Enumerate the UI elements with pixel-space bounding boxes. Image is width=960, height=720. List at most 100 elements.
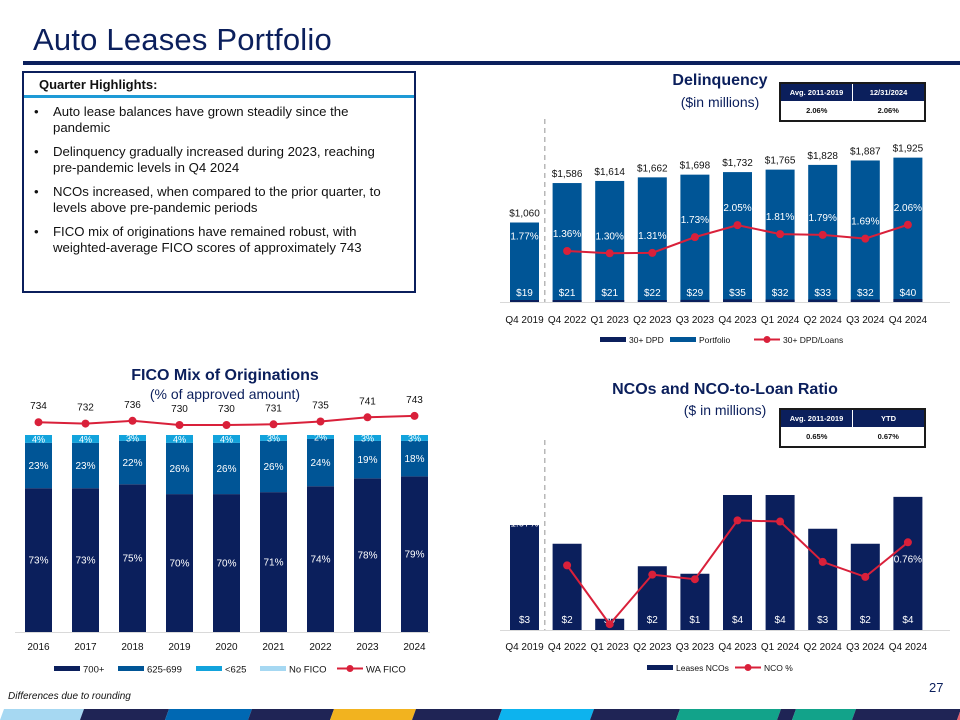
fico-bar-700 <box>166 494 193 632</box>
nco-pct-point <box>648 570 657 579</box>
footer-segment <box>80 709 169 720</box>
legend-swatch <box>647 665 673 670</box>
wa-fico-point <box>175 421 184 429</box>
fico-bar-625699 <box>213 442 240 495</box>
ratio-point <box>648 248 657 257</box>
nco-bar <box>850 543 880 630</box>
fico-bar-625 <box>166 435 193 443</box>
table-cell: 2.06% <box>806 106 828 115</box>
bullet-icon: • <box>34 144 39 159</box>
nco-bar <box>808 528 838 630</box>
delinquency-summary-table: Avg. 2011-2019 12/31/2024 2.06% 2.06% <box>779 82 926 122</box>
highlight-item: • Delinquency gradually increased during … <box>34 144 375 175</box>
footer-segment <box>590 709 680 720</box>
legend-label: WA FICO <box>366 665 406 676</box>
wa-fico-point <box>363 413 372 422</box>
x-tick-label: 2023 <box>356 642 379 653</box>
dpd-bar <box>808 299 838 302</box>
x-tick-label: 2021 <box>262 642 285 653</box>
portfolio-bar <box>723 172 752 302</box>
dpd-bar <box>637 300 667 302</box>
dpd-data-label: $40 <box>900 288 917 299</box>
portfolio-data-label: $1,614 <box>594 167 625 178</box>
fico-bar-700 <box>119 484 146 632</box>
fico-bar-625 <box>307 435 334 439</box>
footer-segment <box>777 709 796 720</box>
title-divider <box>23 61 960 65</box>
page-title: Auto Leases Portfolio <box>33 22 332 57</box>
ratio-data-label: 1.73% <box>681 215 709 226</box>
dpd-data-label: $21 <box>559 288 576 299</box>
highlight-item: • NCOs increased, when compared to the pr… <box>34 184 381 215</box>
footer-segment <box>248 709 334 720</box>
ratio-point <box>733 221 742 230</box>
fico-bar-625699 <box>401 440 428 477</box>
ratio-data-label: 1.36% <box>553 229 581 240</box>
fico-chart: 73% 23% 4% 2016 73% 23% 4% 2017 75% 22% 3% 2018 70% 2… <box>15 395 430 676</box>
fico-bar-625699 <box>166 442 193 495</box>
bullet-icon: • <box>34 184 39 199</box>
wa-fico-data-label: 735 <box>312 401 329 412</box>
nco-data-label: $1 <box>689 615 701 626</box>
fico-data-label: 2% <box>314 432 327 442</box>
ratio-data-label: 1.81% <box>766 212 794 223</box>
highlight-item: • FICO mix of originations have remained … <box>34 224 362 255</box>
x-tick-label: Q1 2024 <box>761 642 800 653</box>
portfolio-bar <box>850 160 880 302</box>
ratio-point <box>903 220 912 229</box>
legend-swatch <box>260 666 286 671</box>
table-header: 12/31/2024 <box>852 84 924 101</box>
wa-fico-point <box>316 417 325 426</box>
dpd-bar <box>510 300 539 302</box>
wa-fico-data-label: 741 <box>359 396 376 407</box>
fico-bar-625 <box>401 435 428 441</box>
bullet-icon: • <box>34 104 39 119</box>
wa-fico-point <box>410 411 419 420</box>
legend-label: No FICO <box>289 665 326 676</box>
nco-data-label: $3 <box>817 615 829 626</box>
x-tick-label: 2017 <box>74 642 97 653</box>
nco-chart-subtitle: ($ in millions) <box>683 402 767 418</box>
highlights-header: Quarter Highlights: <box>24 73 414 98</box>
fico-chart-title: FICO Mix of Originations <box>131 367 319 384</box>
x-tick-label: Q4 2023 <box>718 315 757 326</box>
table-header: Avg. 2011-2019 <box>789 88 844 97</box>
fico-data-label: 70% <box>216 559 236 570</box>
legend-label: 30+ DPD/Loans <box>783 335 843 345</box>
x-tick-label: Q1 2023 <box>591 642 630 653</box>
fico-bar-700 <box>401 476 428 632</box>
delinquency-chart-subtitle: ($in millions) <box>680 94 760 110</box>
nco-chart-title: NCOs and NCO-to-Loan Ratio <box>612 381 838 398</box>
x-tick-label: 2020 <box>215 642 238 653</box>
wa-fico-data-label: 731 <box>265 403 282 414</box>
fico-data-label: 23% <box>75 461 95 472</box>
dpd-data-label: $29 <box>687 288 704 299</box>
nco-data-label: $4 <box>902 615 914 626</box>
x-tick-label: Q4 2019 <box>505 315 544 326</box>
fico-bar-625699 <box>307 438 334 487</box>
ratio-data-label: 1.69% <box>851 217 879 228</box>
nco-pct-point <box>776 517 785 526</box>
nco-pct-data-label: 0.76% <box>894 554 922 565</box>
nco-pct-point <box>690 575 699 584</box>
wa-fico-point <box>34 418 43 427</box>
x-tick-label: Q1 2023 <box>591 315 630 326</box>
x-tick-label: Q3 2023 <box>676 642 715 653</box>
x-tick-label: Q4 2024 <box>889 315 928 326</box>
wa-fico-point <box>81 419 90 428</box>
highlights-list: • Auto lease balances have grown steadily… <box>24 98 414 256</box>
fico-bar-625699 <box>119 440 146 485</box>
table-cell: 0.65% <box>806 432 828 441</box>
legend-label: NCO % <box>764 663 793 673</box>
legend-swatch <box>54 666 80 671</box>
nco-pct-point <box>733 516 742 525</box>
table-header: Avg. 2011-2019 <box>789 414 844 423</box>
legend-label: Portfolio <box>699 335 730 345</box>
nco-pct-data-label: 1.07% <box>510 519 538 530</box>
fico-data-label: 73% <box>28 556 48 567</box>
ratio-data-label: 2.06% <box>894 203 922 214</box>
ratio-data-label: 2.05% <box>723 203 751 214</box>
portfolio-data-label: $1,887 <box>850 146 881 157</box>
legend-label: 30+ DPD <box>629 335 664 345</box>
fico-data-label: 71% <box>263 558 283 569</box>
